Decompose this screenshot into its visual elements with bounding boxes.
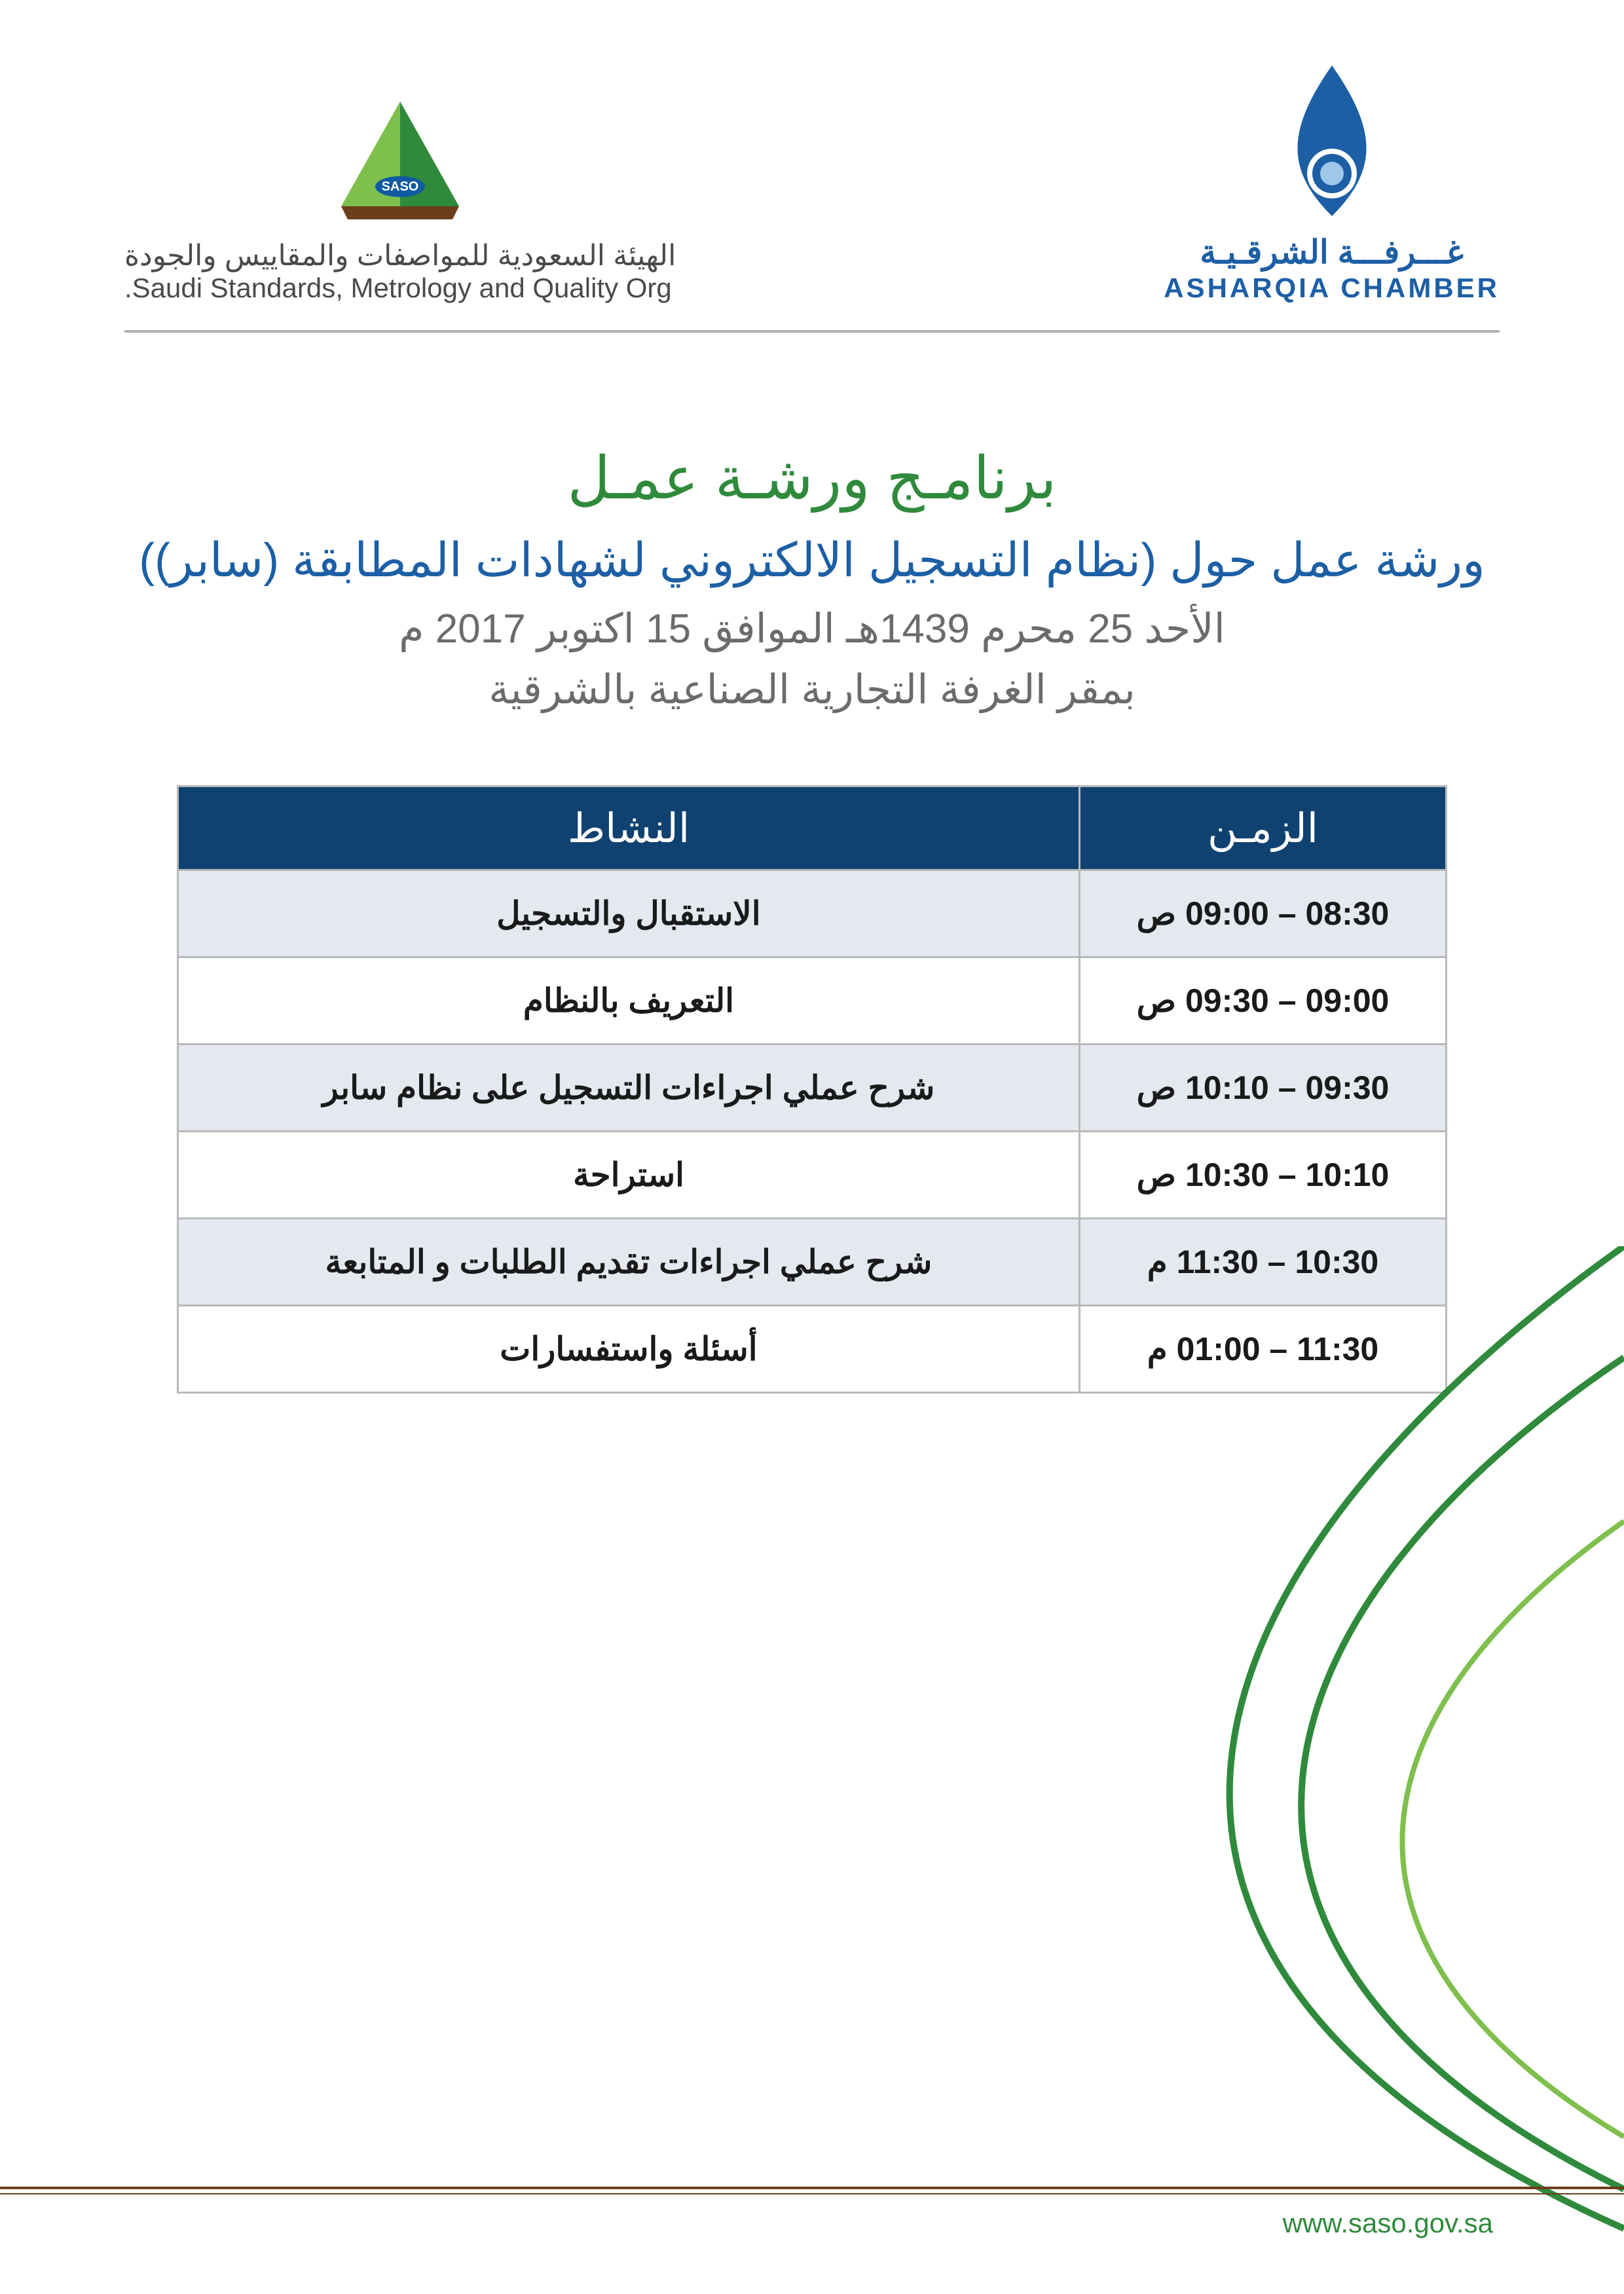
saso-name-ar: الهيئة السعودية للمواصفات والمقاييس والج… [124, 239, 676, 272]
footer-divider [0, 2187, 1624, 2189]
cell-activity: شرح عملي اجراءات تقديم الطلبات و المتابع… [178, 1219, 1080, 1306]
page-header: SASO الهيئة السعودية للمواصفات والمقاييس… [124, 0, 1500, 333]
table-row: 10:10 – 10:30 صاستراحة [178, 1132, 1447, 1219]
cell-activity: التعريف بالنظام [178, 957, 1080, 1045]
cell-time: 10:30 – 11:30 م [1080, 1219, 1447, 1306]
footer-leaf-icon [576, 1246, 1624, 2294]
cell-time: 09:30 – 10:10 ص [1080, 1045, 1447, 1132]
cell-time: 11:30 – 01:00 م [1080, 1306, 1447, 1393]
table-row: 09:00 – 09:30 صالتعريف بالنظام [178, 957, 1447, 1045]
asharqia-logo-icon [1247, 59, 1417, 229]
saso-logo-icon: SASO [328, 95, 472, 226]
table-header-row: الزمـن النشاط [178, 786, 1447, 870]
asharqia-logo-block: غـــرفـــة الشرقـيـة ASHARQIA CHAMBER [1164, 59, 1500, 304]
saso-badge-text: SASO [382, 179, 419, 194]
saso-logo-block: SASO الهيئة السعودية للمواصفات والمقاييس… [124, 95, 676, 304]
title-location: بمقر الغرفة التجارية الصناعية بالشرقية [0, 665, 1624, 713]
title-main: برنامـج ورشـة عمـل [0, 444, 1624, 513]
cell-activity: شرح عملي اجراءات التسجيل على نظام سابر [178, 1045, 1080, 1132]
cell-activity: استراحة [178, 1132, 1080, 1219]
saso-name-en: Saudi Standards, Metrology and Quality O… [124, 272, 672, 304]
table-row: 10:30 – 11:30 مشرح عملي اجراءات تقديم ال… [178, 1219, 1447, 1306]
cell-time: 08:30 – 09:00 ص [1080, 870, 1447, 957]
title-subtitle: ورشة عمل حول (نظام التسجيل الالكتروني لش… [0, 532, 1624, 587]
col-header-time: الزمـن [1080, 786, 1447, 870]
col-header-activity: النشاط [178, 786, 1080, 870]
footer-divider-thin [0, 2193, 1624, 2194]
table-row: 09:30 – 10:10 صشرح عملي اجراءات التسجيل … [178, 1045, 1447, 1132]
table-row: 08:30 – 09:00 صالاستقبال والتسجيل [178, 870, 1447, 957]
cell-time: 09:00 – 09:30 ص [1080, 957, 1447, 1045]
cell-activity: أسئلة واستفسارات [178, 1306, 1080, 1393]
cell-activity: الاستقبال والتسجيل [178, 870, 1080, 957]
asharqia-name-en: ASHARQIA CHAMBER [1164, 272, 1500, 304]
footer-url: www.saso.gov.sa [1283, 2208, 1493, 2239]
title-block: برنامـج ورشـة عمـل ورشة عمل حول (نظام ال… [0, 444, 1624, 713]
title-date: الأحد 25 محرم 1439هـ الموافق 15 اكتوبر 2… [0, 604, 1624, 652]
asharqia-name-ar: غـــرفـــة الشرقـيـة [1200, 233, 1464, 271]
schedule-table: الزمـن النشاط 08:30 – 09:00 صالاستقبال و… [177, 785, 1447, 1394]
cell-time: 10:10 – 10:30 ص [1080, 1132, 1447, 1219]
table-row: 11:30 – 01:00 مأسئلة واستفسارات [178, 1306, 1447, 1393]
